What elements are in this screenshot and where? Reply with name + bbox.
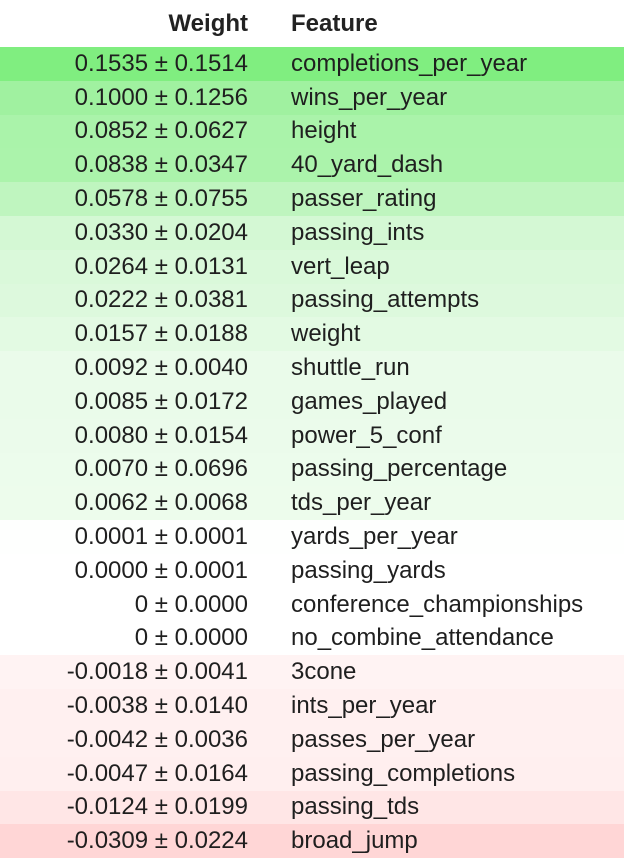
table-row: 0.0085 ± 0.0172 games_played [0,384,624,419]
weight-cell: 0.1000 ± 0.1256 [74,83,248,111]
feature-cell: no_combine_attendance [291,624,554,652]
weight-cell: 0.0264 ± 0.0131 [74,252,248,280]
weight-cell: 0.0222 ± 0.0381 [74,286,248,314]
table-row: 0.0852 ± 0.0627 height [0,114,624,149]
weight-cell: -0.0018 ± 0.0041 [66,658,248,686]
feature-cell: passing_ints [291,218,425,246]
feature-cell: passer_rating [291,185,437,213]
table-row: 0.0001 ± 0.0001 yards_per_year [0,520,624,554]
table-row: 0.0080 ± 0.0154 power_5_conf [0,418,624,453]
header-row: Weight Feature [0,0,624,47]
table-row: 0.1000 ± 0.1256 wins_per_year [0,80,624,115]
weight-cell: -0.0309 ± 0.0224 [66,827,248,855]
feature-cell: 3cone [291,658,357,686]
weight-cell: 0.0838 ± 0.0347 [74,151,248,179]
table-row: 0.0838 ± 0.0347 40_yard_dash [0,148,624,183]
weight-column-header: Weight [0,0,273,47]
table-row: -0.0047 ± 0.0164 passing_completions [0,756,624,791]
feature-cell: broad_jump [291,827,418,855]
weight-cell: 0.0062 ± 0.0068 [74,489,248,517]
feature-cell: tds_per_year [291,489,432,517]
feature-cell: conference_championships [291,590,584,618]
table-row: 0.0330 ± 0.0204 passing_ints [0,215,624,250]
feature-cell: yards_per_year [291,523,458,551]
feature-cell: passing_yards [291,556,446,584]
weight-cell: 0.0085 ± 0.0172 [74,387,248,415]
table-body: 0.1535 ± 0.1514 completions_per_year 0.1… [0,47,624,859]
weight-cell: 0 ± 0.0000 [134,590,248,618]
feature-cell: weight [291,320,361,348]
feature-cell: vert_leap [291,252,390,280]
weight-cell: 0.0330 ± 0.0204 [74,218,248,246]
table-header: Weight Feature [0,0,624,47]
table-row: 0.0092 ± 0.0040 shuttle_run [0,351,624,385]
weight-cell: -0.0042 ± 0.0036 [66,725,248,753]
weight-cell: 0 ± 0.0000 [134,624,248,652]
feature-cell: games_played [291,387,448,415]
table-row: 0.0264 ± 0.0131 vert_leap [0,249,624,284]
table-row: 0.0062 ± 0.0068 tds_per_year [0,486,624,521]
weight-cell: 0.0000 ± 0.0001 [74,556,248,584]
table-row: -0.0018 ± 0.0041 3cone [0,655,624,690]
table-row: 0.1535 ± 0.1514 completions_per_year [0,47,624,81]
table-row: 0 ± 0.0000 no_combine_attendance [0,621,624,656]
feature-cell: completions_per_year [291,49,528,77]
table-row: -0.0124 ± 0.0199 passing_tds [0,790,624,825]
weight-cell: -0.0038 ± 0.0140 [66,692,248,720]
weight-cell: 0.0001 ± 0.0001 [74,523,248,551]
weight-cell: -0.0047 ± 0.0164 [66,759,248,787]
feature-cell: passes_per_year [291,725,476,753]
table-row: -0.0309 ± 0.0224 broad_jump [0,824,624,859]
feature-cell: power_5_conf [291,421,442,449]
table-row: 0 ± 0.0000 conference_championships [0,587,624,622]
feature-cell: height [291,117,357,145]
feature-cell: ints_per_year [291,692,437,720]
table-row: 0.0222 ± 0.0381 passing_attempts [0,283,624,318]
weight-cell: 0.0852 ± 0.0627 [74,117,248,145]
table-row: 0.0070 ± 0.0696 passing_percentage [0,452,624,487]
table-row: -0.0038 ± 0.0140 ints_per_year [0,689,624,723]
feature-cell: passing_percentage [291,455,508,483]
weight-cell: -0.0124 ± 0.0199 [66,793,248,821]
weight-cell: 0.0070 ± 0.0696 [74,455,248,483]
weight-cell: 0.1535 ± 0.1514 [74,49,248,77]
table-row: 0.0157 ± 0.0188 weight [0,317,624,352]
feature-cell: shuttle_run [291,354,410,382]
table-row: 0.0000 ± 0.0001 passing_yards [0,553,624,588]
feature-cell: passing_tds [291,793,420,821]
feature-cell: passing_completions [291,759,516,787]
weight-cell: 0.0092 ± 0.0040 [74,354,248,382]
weight-cell: 0.0080 ± 0.0154 [74,421,248,449]
feature-cell: 40_yard_dash [291,151,444,179]
table-row: 0.0578 ± 0.0755 passer_rating [0,182,624,216]
table-row: -0.0042 ± 0.0036 passes_per_year [0,722,624,757]
weight-cell: 0.0578 ± 0.0755 [74,185,248,213]
feature-cell: wins_per_year [291,83,448,111]
feature-column-header: Feature [273,0,624,47]
feature-cell: passing_attempts [291,286,480,314]
weight-cell: 0.0157 ± 0.0188 [74,320,248,348]
